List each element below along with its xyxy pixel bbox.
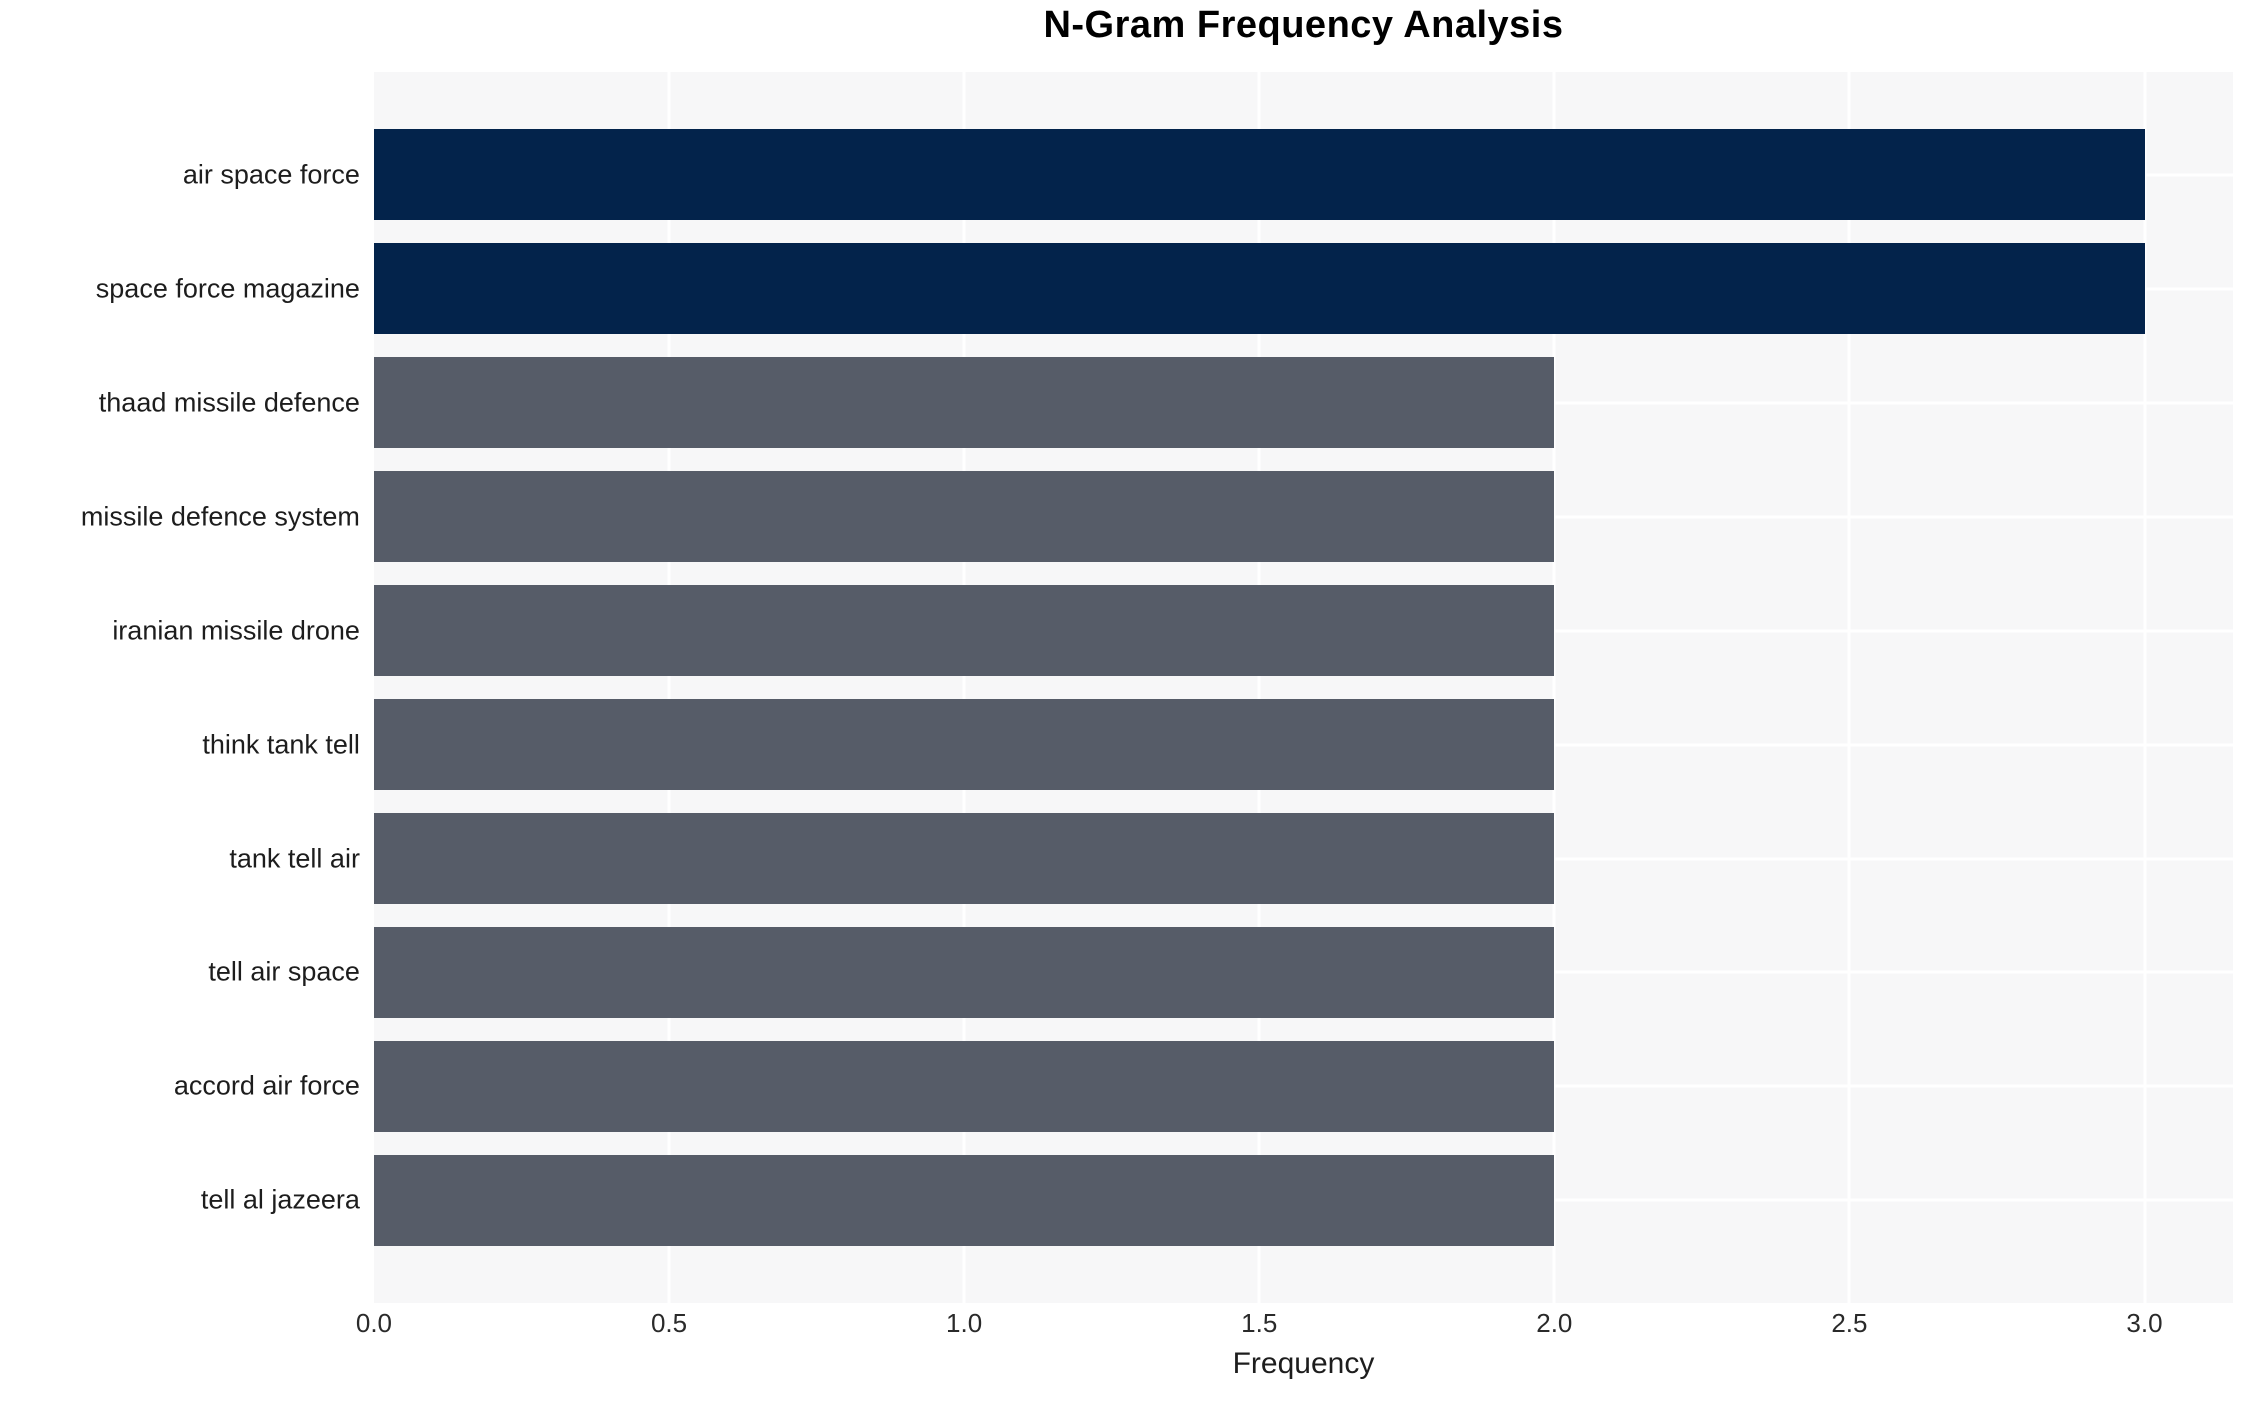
bar-air-space-force xyxy=(373,129,2145,221)
y-tick-label: think tank tell xyxy=(202,729,360,760)
plot-area xyxy=(373,72,2234,1304)
x-tick-label: 2.0 xyxy=(1536,1308,1573,1339)
y-tick-label: space force magazine xyxy=(95,273,360,304)
gridline-vertical xyxy=(1847,72,1851,1304)
y-tick-label: iranian missile drone xyxy=(112,615,360,646)
gridline-vertical xyxy=(2143,72,2146,1304)
gridline-vertical xyxy=(1552,72,1556,1304)
bar-accord-air-force xyxy=(373,1040,1555,1133)
y-tick-label: air space force xyxy=(182,159,360,190)
x-tick-label: 1.5 xyxy=(1241,1308,1278,1339)
bar-iranian-missile-drone xyxy=(373,584,1555,677)
x-tick-label: 3.0 xyxy=(2126,1308,2163,1339)
y-tick-label: tell air space xyxy=(208,956,360,987)
bar-missile-defence-system xyxy=(373,470,1555,563)
y-tick-label: accord air force xyxy=(173,1070,360,1101)
bar-tell-al-jazeera xyxy=(373,1154,1555,1247)
x-tick-label: 0.5 xyxy=(650,1308,688,1339)
y-tick-label: tell al jazeera xyxy=(200,1184,360,1215)
x-tick-label: 1.0 xyxy=(946,1308,983,1339)
y-tick-label: thaad missile defence xyxy=(98,387,360,418)
y-axis-tick-labels: air space force space force magazine thaad… xyxy=(0,72,374,1303)
gridline-vertical xyxy=(962,72,966,1304)
x-axis-label: Frequency xyxy=(1232,1346,1375,1380)
bar-thaad-missile-defence xyxy=(373,357,1555,449)
x-tick-label: 0.0 xyxy=(355,1308,393,1339)
bar-tank-tell-air xyxy=(373,812,1555,905)
y-tick-label: missile defence system xyxy=(80,501,360,532)
bar-think-tank-tell xyxy=(373,698,1555,791)
bar-tell-air-space xyxy=(373,926,1555,1019)
x-axis-tick-labels: 0.0 0.5 1.0 1.5 2.0 2.5 3.0 xyxy=(356,1308,2233,1342)
y-tick-label: tank tell air xyxy=(229,843,360,873)
gridline-vertical xyxy=(667,72,671,1304)
bar-space-force-magazine xyxy=(373,243,2145,335)
gridline-vertical xyxy=(1257,72,1261,1304)
chart-title: N-Gram Frequency Analysis xyxy=(1043,4,1564,46)
x-tick-label: 2.5 xyxy=(1831,1308,1868,1339)
